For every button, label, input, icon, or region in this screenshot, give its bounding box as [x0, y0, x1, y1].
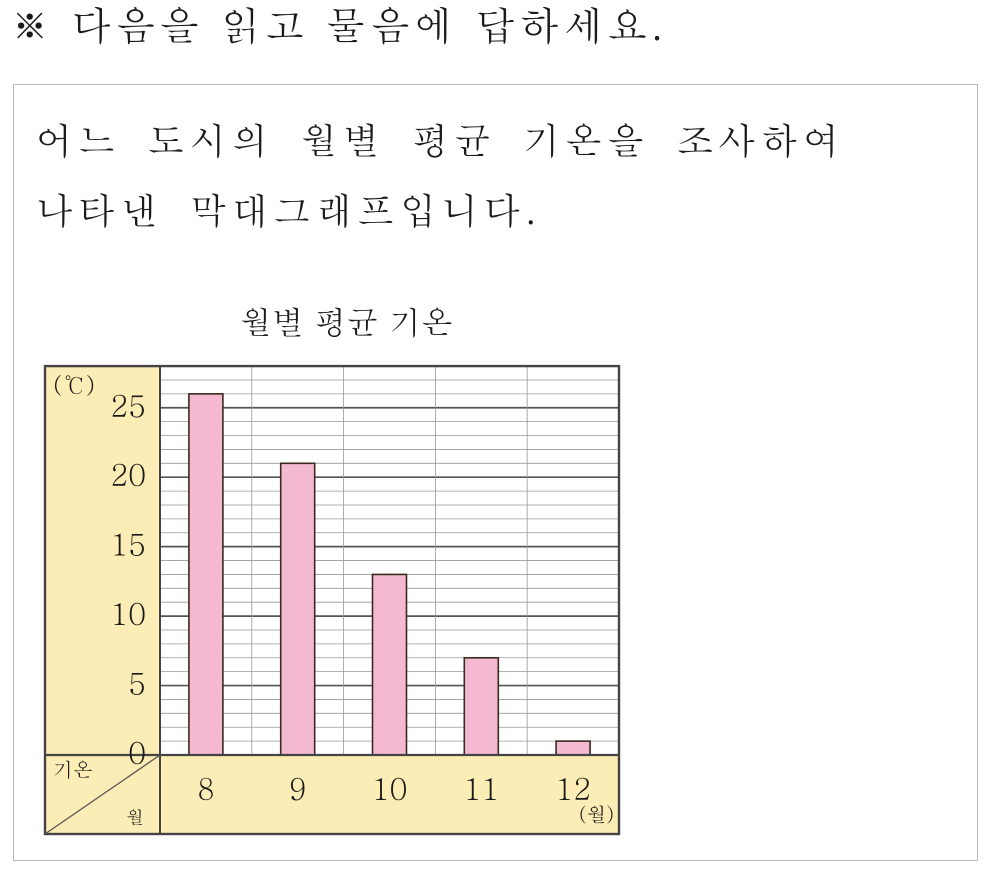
svg-text:11: 11 — [463, 767, 499, 809]
svg-text:20: 20 — [110, 453, 146, 495]
svg-text:10: 10 — [372, 767, 408, 809]
svg-text:5: 5 — [128, 662, 146, 704]
svg-text:15: 15 — [110, 523, 146, 565]
svg-text:10: 10 — [110, 592, 146, 634]
svg-text:9: 9 — [289, 767, 307, 809]
svg-text:0: 0 — [128, 731, 146, 773]
svg-text:8: 8 — [197, 767, 215, 809]
svg-text:(℃): (℃) — [53, 367, 95, 401]
svg-text:25: 25 — [110, 384, 146, 426]
svg-text:기온: 기온 — [53, 754, 93, 783]
svg-text:(월): (월) — [579, 799, 614, 828]
svg-text:월: 월 — [126, 805, 144, 830]
